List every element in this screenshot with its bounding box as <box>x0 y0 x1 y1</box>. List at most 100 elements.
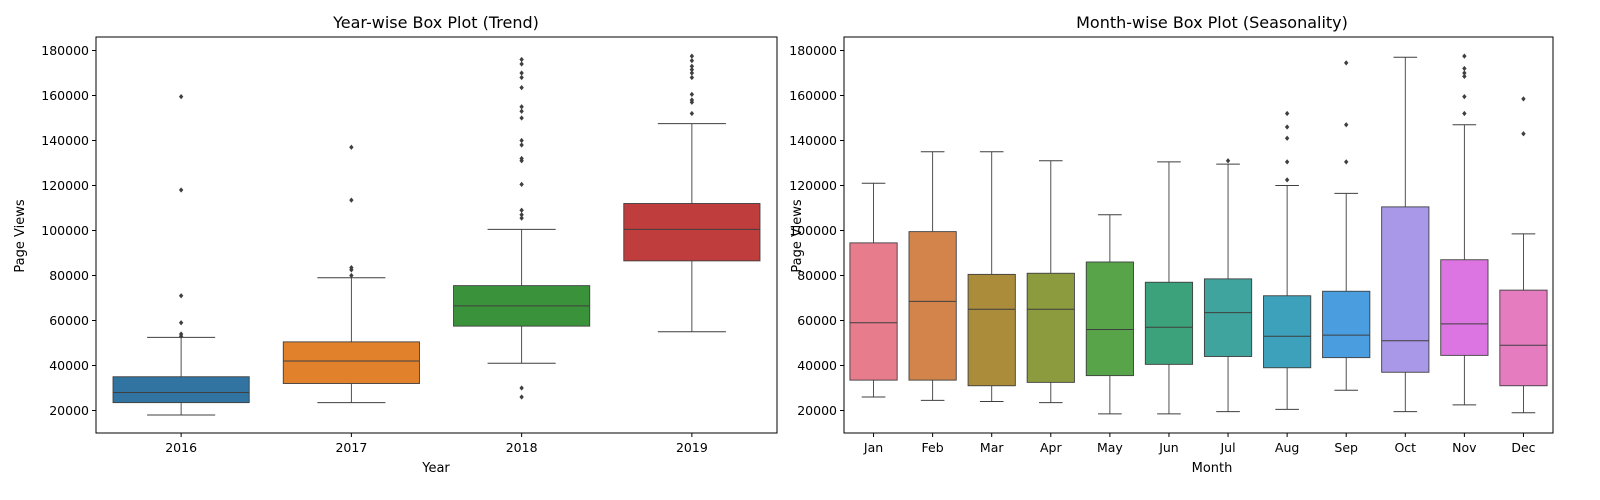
outlier-point <box>689 58 695 64</box>
box-body <box>1322 290 1371 359</box>
outlier-point <box>519 85 524 91</box>
outlier-point <box>1462 53 1467 59</box>
box-2017 <box>282 144 420 404</box>
outlier-point <box>519 394 524 400</box>
y-tick-label: 20000 <box>49 403 89 418</box>
outlier-point <box>519 215 524 221</box>
outlier-point <box>519 207 524 213</box>
box-Dec <box>1499 96 1548 414</box>
x-tick-label: Jul <box>1219 440 1235 455</box>
box-Aug <box>1263 110 1312 410</box>
x-axis-label: Year <box>421 461 450 476</box>
outlier-point <box>1462 65 1467 72</box>
outlier-point <box>178 293 184 299</box>
box-Jun <box>1144 161 1194 415</box>
y-tick-label: 100000 <box>41 223 89 238</box>
box-2019 <box>623 53 761 333</box>
box-Jan <box>849 182 898 398</box>
x-tick-label: Aug <box>1275 440 1299 455</box>
outlier-point <box>178 331 184 337</box>
y-tick-label: 40000 <box>49 358 89 373</box>
box-Feb <box>908 151 957 401</box>
chart-title: Month-wise Box Plot (Seasonality) <box>1076 13 1348 32</box>
box-body <box>1263 295 1312 369</box>
outlier-point <box>349 265 354 271</box>
outlier-point <box>689 67 695 73</box>
box-body <box>849 242 898 381</box>
y-tick-label: 80000 <box>49 268 89 283</box>
box-body <box>1144 281 1194 365</box>
box-body <box>967 273 1016 387</box>
outlier-point <box>1344 60 1349 66</box>
outlier-point <box>1521 131 1526 137</box>
y-axis-label: Page Views <box>13 199 28 272</box>
plot-frame <box>843 36 1554 434</box>
x-tick-label: 2017 <box>335 440 367 455</box>
outlier-point <box>689 97 695 103</box>
y-tick-label: 180000 <box>41 43 89 58</box>
outlier-point <box>349 272 354 279</box>
x-tick-label: 2019 <box>676 440 708 455</box>
outlier-point <box>1284 177 1290 183</box>
outlier-point <box>519 104 524 110</box>
box-body <box>623 203 761 262</box>
outlier-point <box>519 70 524 76</box>
outlier-point <box>1462 73 1467 79</box>
outlier-point <box>519 137 524 144</box>
x-tick-label: 2016 <box>165 440 197 455</box>
box-body <box>1026 272 1075 383</box>
y-tick-label: 60000 <box>49 313 89 328</box>
outlier-point <box>519 212 524 218</box>
y-tick-label: 60000 <box>797 313 837 328</box>
y-tick-label: 100000 <box>789 223 837 238</box>
outlier-point <box>689 53 695 59</box>
x-tick-label: May <box>1097 440 1123 455</box>
outlier-point <box>1462 94 1467 100</box>
outlier-point <box>1344 122 1349 128</box>
outlier-point <box>178 94 184 100</box>
outlier-point <box>1462 70 1467 76</box>
box-body <box>908 231 957 381</box>
box-Apr <box>1026 160 1075 404</box>
outlier-point <box>519 61 524 67</box>
y-tick-label: 140000 <box>41 133 89 148</box>
month-wise-panel: Month-wise Box Plot (Seasonality) Month … <box>789 13 1554 476</box>
outlier-point <box>1344 159 1349 165</box>
x-tick-label: Apr <box>1040 440 1062 455</box>
y-tick-label: 160000 <box>789 88 837 103</box>
outlier-point <box>689 63 695 69</box>
outlier-point <box>349 144 354 150</box>
outlier-point <box>1284 124 1290 130</box>
y-tick-label: 180000 <box>789 43 837 58</box>
outlier-point <box>689 70 695 76</box>
x-axis-label: Month <box>1192 461 1233 476</box>
outlier-point <box>519 181 524 187</box>
y-tick-label: 20000 <box>797 403 837 418</box>
box-body <box>1203 278 1253 357</box>
outlier-point <box>689 91 695 97</box>
y-tick-label: 120000 <box>41 178 89 193</box>
x-tick-label: Sep <box>1334 440 1358 455</box>
outlier-point <box>1462 110 1467 117</box>
outlier-point <box>519 74 524 81</box>
box-May <box>1085 214 1134 415</box>
box-body <box>112 376 250 404</box>
outlier-point <box>1284 159 1290 165</box>
outlier-point <box>519 385 524 391</box>
y-axis-label: Page Views <box>790 199 805 272</box>
box-2018 <box>453 56 591 400</box>
y-tick-label: 80000 <box>797 268 837 283</box>
x-tick-label: Mar <box>980 440 1004 455</box>
outlier-point <box>178 320 184 326</box>
box-Sep <box>1322 60 1371 391</box>
box-body <box>1440 259 1489 356</box>
x-tick-label: Oct <box>1394 440 1416 455</box>
box-Nov <box>1440 53 1489 406</box>
outlier-point <box>1521 96 1526 102</box>
box-body <box>1381 206 1430 373</box>
x-tick-label: Dec <box>1511 440 1535 455</box>
x-tick-label: 2018 <box>506 440 538 455</box>
box-body <box>1085 261 1134 377</box>
box-body <box>282 341 420 384</box>
x-tick-label: Nov <box>1452 440 1477 455</box>
